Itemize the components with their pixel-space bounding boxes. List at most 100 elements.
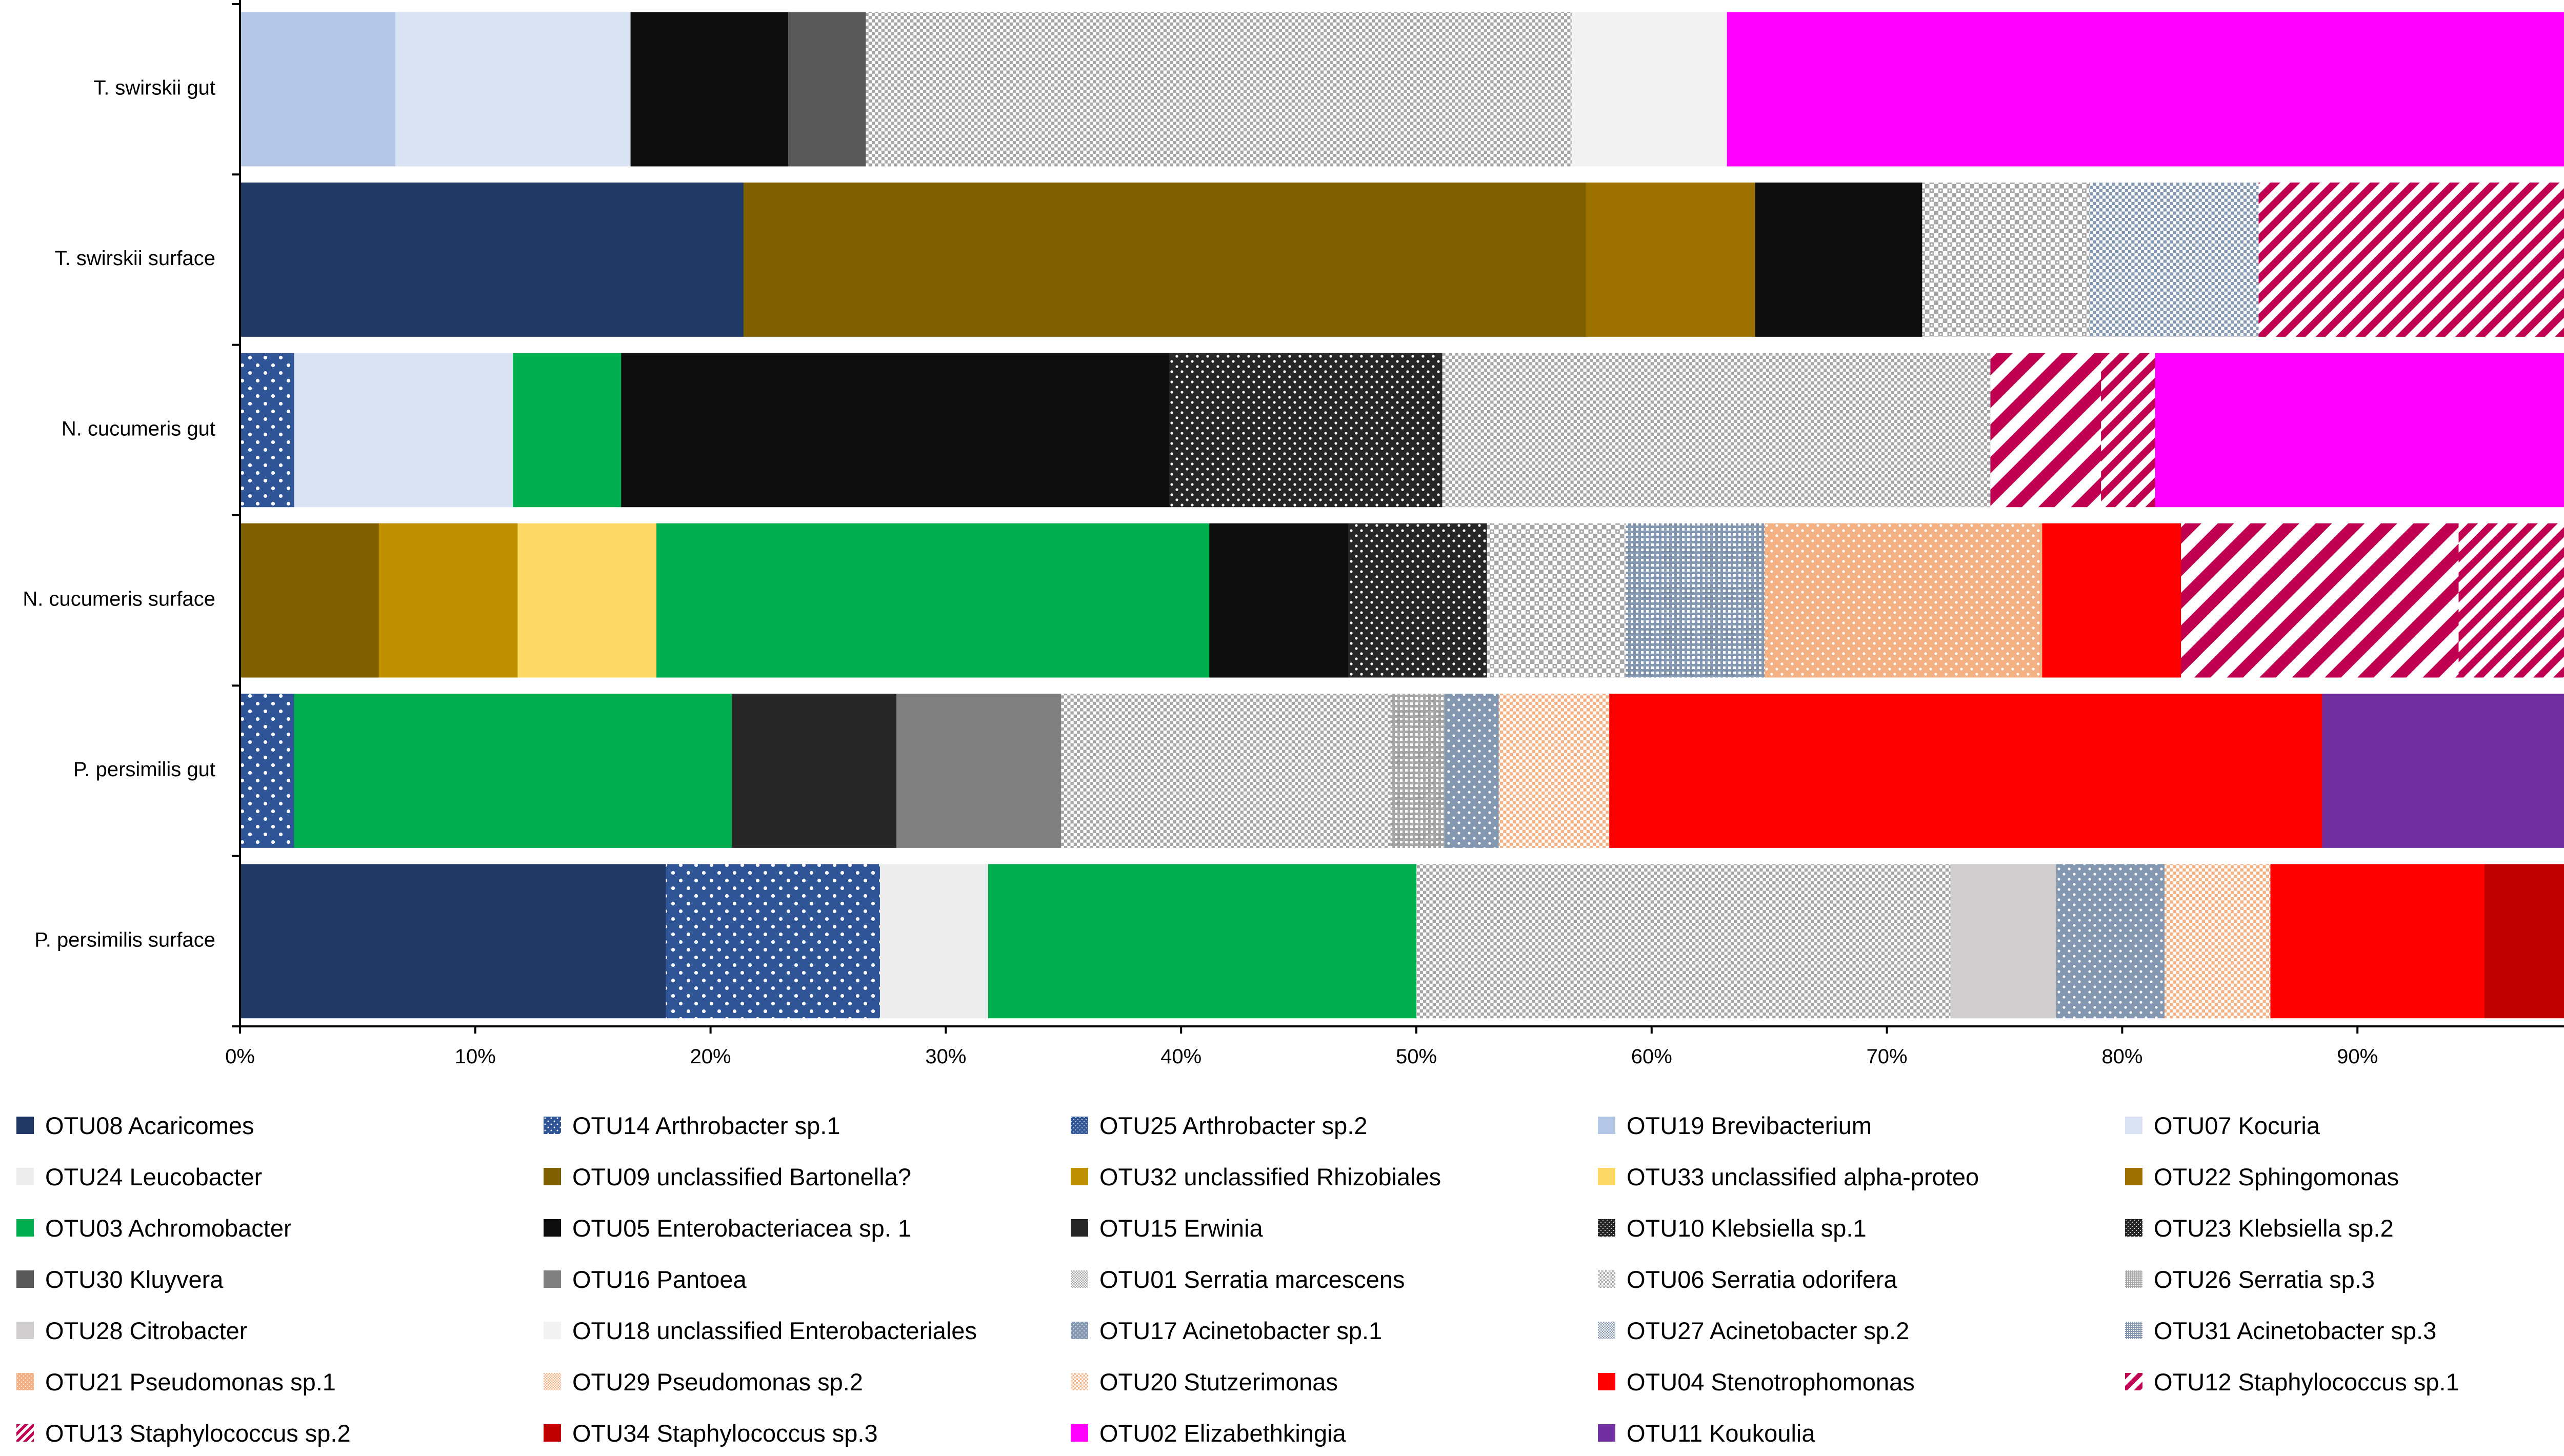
legend-item: OTU06 Serratia odorifera <box>1598 1256 1897 1302</box>
legend-label: OTU31 Acinetobacter sp.3 <box>2154 1317 2437 1344</box>
bar-segment-t-swirskii-gut-otu18 <box>1571 12 1728 167</box>
legend-item: OTU09 unclassified Bartonella? <box>544 1154 911 1200</box>
x-tick-label: 80% <box>2101 1045 2142 1068</box>
bar-segment-n-cucumeris-gut-otu01 <box>1442 353 1991 508</box>
bar-segment-p-persimilis-surface-otu14 <box>666 864 880 1019</box>
bar-segment-n-cucumeris-surface-otu09 <box>240 523 379 678</box>
bar-segment-n-cucumeris-surface-otu04 <box>2042 523 2181 678</box>
legend-item: OTU04 Stenotrophomonas <box>1598 1359 1915 1405</box>
bar-segment-p-persimilis-gut-otu03 <box>294 694 732 848</box>
x-tick-label: 60% <box>1631 1045 1672 1068</box>
x-tick-label: 20% <box>690 1045 731 1068</box>
legend-label: OTU26 Serratia sp.3 <box>2154 1265 2375 1293</box>
bar-segment-n-cucumeris-gut-otu12 <box>1990 353 2101 508</box>
legend-item: OTU16 Pantoea <box>544 1256 747 1302</box>
legend-item: OTU22 Sphingomonas <box>2125 1154 2399 1200</box>
axis-layer: T. swirskii gut T. swirskii surface N. cuc… <box>23 0 2564 1068</box>
legend-swatch <box>544 1424 561 1442</box>
x-tick-label: 50% <box>1396 1045 1437 1068</box>
bar-segment-p-persimilis-surface-otu01 <box>1416 864 1951 1019</box>
bar-segment-t-swirskii-surface-otu09 <box>743 183 1586 337</box>
bar-segment-t-swirskii-gut-otu02 <box>1727 12 2564 167</box>
legend-label: OTU30 Kluyvera <box>45 1265 224 1293</box>
legend-item: OTU26 Serratia sp.3 <box>2125 1256 2375 1302</box>
y-tick-label: T. swirskii surface <box>55 247 215 270</box>
bar-segment-n-cucumeris-gut-otu13 <box>2101 353 2156 508</box>
bar-segment-n-cucumeris-gut-otu14 <box>240 353 295 508</box>
bar-segment-t-swirskii-surface-otu27 <box>2089 183 2259 337</box>
bar-segment-p-persimilis-gut-otu16 <box>896 694 1061 848</box>
legend-swatch <box>1598 1373 1615 1390</box>
bar-segment-n-cucumeris-surface-otu21 <box>1765 523 2042 678</box>
legend-item: OTU21 Pseudomonas sp.1 <box>16 1359 336 1405</box>
bar-segment-n-cucumeris-surface-otu32 <box>378 523 518 678</box>
bar-segment-p-persimilis-gut-otu26 <box>1390 694 1445 848</box>
legend-swatch <box>16 1424 34 1442</box>
legend-item: OTU34 Staphylococcus sp.3 <box>544 1410 878 1456</box>
legend-label: OTU17 Acinetobacter sp.1 <box>1099 1317 1383 1344</box>
legend-swatch <box>1598 1219 1615 1237</box>
y-tick-label: N. cucumeris surface <box>23 588 215 611</box>
legend-label: OTU07 Kocuria <box>2154 1111 2320 1139</box>
legend-label: OTU04 Stenotrophomonas <box>1627 1368 1915 1396</box>
legend-label: OTU06 Serratia odorifera <box>1627 1265 1897 1293</box>
legend-swatch <box>2125 1373 2142 1390</box>
x-tick-label: 70% <box>1867 1045 1908 1068</box>
bar-segment-t-swirskii-surface-otu05 <box>1755 183 1922 337</box>
legend-label: OTU27 Acinetobacter sp.2 <box>1627 1317 1910 1344</box>
legend-swatch <box>544 1322 561 1339</box>
bar-segment-n-cucumeris-surface-otu06 <box>1487 523 1626 678</box>
legend-label: OTU18 unclassified Enterobacteriales <box>572 1317 977 1344</box>
y-tick-label: N. cucumeris gut <box>62 417 215 440</box>
y-tick-label: T. swirskii gut <box>93 77 215 99</box>
legend-item: OTU32 unclassified Rhizobiales <box>1071 1154 1441 1200</box>
legend-label: OTU23 Klebsiella sp.2 <box>2154 1214 2394 1242</box>
legend-label: OTU08 Acaricomes <box>45 1111 254 1139</box>
legend-item: OTU05 Enterobacteriacea sp. 1 <box>544 1205 911 1251</box>
bar-segment-p-persimilis-surface-otu29 <box>2164 864 2271 1019</box>
bar-segment-p-persimilis-surface-otu28 <box>1950 864 2057 1019</box>
bar-segment-t-swirskii-surface-otu06 <box>1922 183 2090 337</box>
legend-label: OTU01 Serratia marcescens <box>1099 1265 1405 1293</box>
legend-item: OTU24 Leucobacter <box>16 1154 262 1200</box>
bar-segment-p-persimilis-surface-otu24 <box>879 864 989 1019</box>
legend-swatch <box>1071 1373 1088 1390</box>
bar-segment-p-persimilis-gut-otu17 <box>1445 694 1499 848</box>
x-tick-label: 40% <box>1160 1045 1201 1068</box>
legend-label: OTU09 unclassified Bartonella? <box>572 1163 911 1190</box>
legend-swatch <box>544 1219 561 1237</box>
legend-swatch <box>544 1270 561 1288</box>
bar-segment-p-persimilis-surface-otu03 <box>988 864 1417 1019</box>
legend-label: OTU19 Brevibacterium <box>1627 1111 1872 1139</box>
bar-segment-t-swirskii-surface-otu13 <box>2258 183 2564 337</box>
bar-segment-n-cucumeris-surface-otu23 <box>1348 523 1488 678</box>
legend-label: OTU29 Pseudomonas sp.2 <box>572 1368 863 1396</box>
legend-item: OTU30 Kluyvera <box>16 1256 223 1302</box>
x-tick-label: 30% <box>925 1045 966 1068</box>
bar-segment-n-cucumeris-surface-otu05 <box>1209 523 1349 678</box>
legend-item: OTU27 Acinetobacter sp.2 <box>1598 1307 1909 1353</box>
bar-segment-p-persimilis-surface-otu17 <box>2056 864 2165 1019</box>
legend-swatch <box>16 1270 34 1288</box>
bars-layer <box>240 12 2564 1019</box>
legend-item: OTU29 Pseudomonas sp.2 <box>544 1359 863 1405</box>
legend-label: OTU02 Elizabethkingia <box>1099 1419 1346 1447</box>
legend-swatch <box>1598 1424 1615 1442</box>
legend-swatch <box>1598 1270 1615 1288</box>
legend-swatch <box>1598 1322 1615 1339</box>
legend-item: OTU03 Achromobacter <box>16 1205 292 1251</box>
legend-item: OTU11 Koukoulia <box>1598 1410 1815 1456</box>
legend-item: OTU25 Arthrobacter sp.2 <box>1071 1102 1367 1148</box>
x-tick-label: 0% <box>225 1045 255 1068</box>
bar-segment-n-cucumeris-surface-otu03 <box>656 523 1210 678</box>
legend-item: OTU31 Acinetobacter sp.3 <box>2125 1307 2436 1353</box>
legend-swatch <box>2125 1270 2142 1288</box>
legend-item: OTU17 Acinetobacter sp.1 <box>1071 1307 1382 1353</box>
bar-segment-p-persimilis-gut-otu29 <box>1498 694 1610 848</box>
legend-item: OTU28 Citrobacter <box>16 1307 247 1353</box>
legend-swatch <box>2125 1168 2142 1185</box>
legend-swatch <box>2125 1117 2142 1134</box>
legend-item: OTU15 Erwinia <box>1071 1205 1263 1251</box>
y-tick-label: P. persimilis gut <box>73 758 215 781</box>
